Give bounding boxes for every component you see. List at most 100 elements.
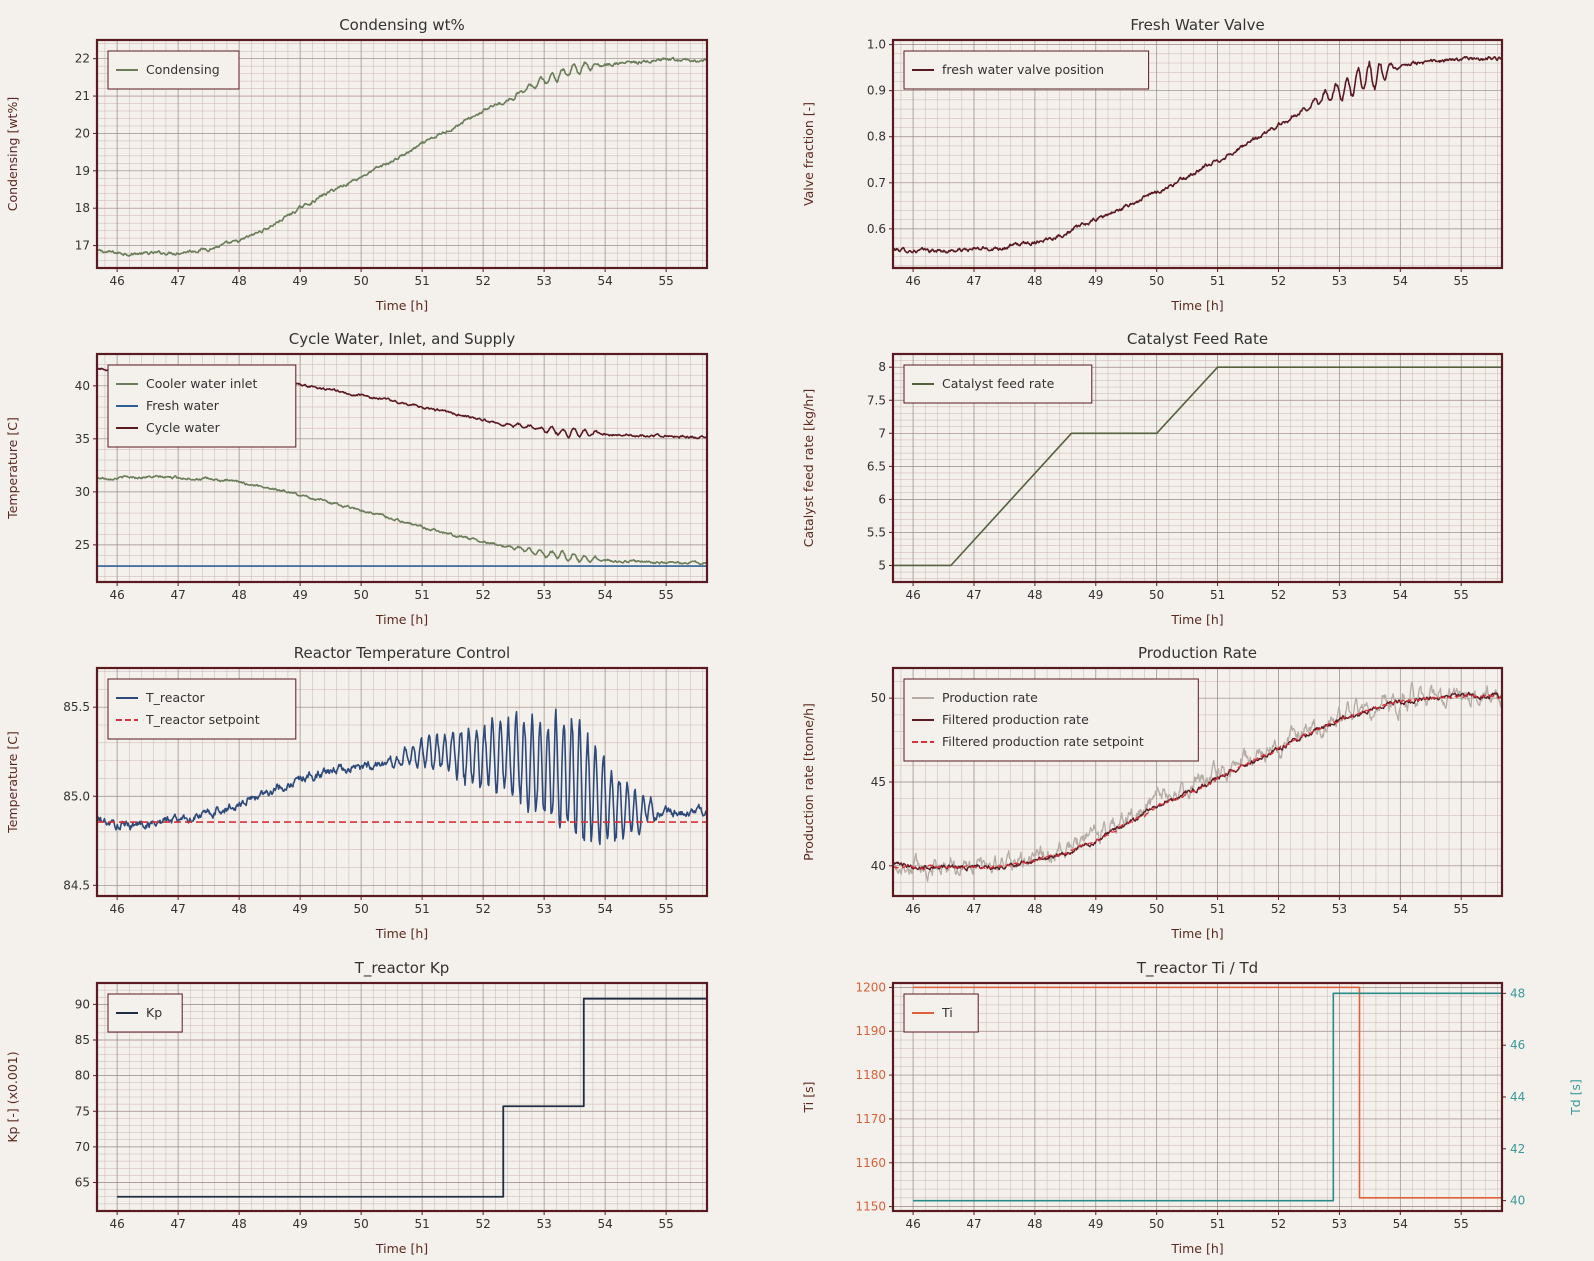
tick-label-y: 1190 — [855, 1024, 886, 1038]
tick-label-y: 22 — [75, 52, 90, 66]
tick-label-x: 53 — [1332, 1217, 1347, 1231]
chart-title: T_reactor Ti / Td — [1136, 959, 1258, 978]
chart-panel-1: 46 47 48 49 50 51 52 53 54 55 17 18 19 20 21 22 Condensi… — [5, 16, 709, 313]
tick-label-x: 51 — [1210, 1217, 1225, 1231]
tick-label-x: 48 — [1027, 588, 1042, 602]
tick-label-y: 70 — [75, 1140, 90, 1154]
tick-label-x: 52 — [1271, 588, 1286, 602]
series-group — [117, 997, 707, 1198]
tick-label-x: 49 — [292, 588, 307, 602]
legend-box — [903, 678, 1199, 762]
legend-label: Fresh water — [146, 398, 220, 413]
tick-label-x: 54 — [1393, 902, 1408, 916]
legend-box — [903, 364, 1093, 404]
tick-label-x: 54 — [1393, 588, 1408, 602]
tick-label-x: 48 — [231, 1217, 246, 1231]
chart-panel-4: 46 47 48 49 50 51 52 53 54 5555.566.577.58Catalys… — [801, 330, 1504, 627]
tick-label-x: 55 — [1454, 588, 1469, 602]
series-group — [97, 708, 707, 846]
series-group — [913, 986, 1502, 1202]
tick-label-x: 55 — [1454, 274, 1469, 288]
chart-panel-5: 46 47 48 49 50 51 52 53 54 55 84.5 85.0 85.5 T_reacto… — [5, 644, 709, 941]
tick-label-y: 0.8 — [867, 130, 886, 144]
tick-label-x: 51 — [414, 1217, 429, 1231]
tick-label-y: 21 — [75, 89, 90, 103]
x-axis-label: Time [h] — [1170, 926, 1223, 941]
tick-label-y: 1200 — [855, 980, 886, 994]
tick-label-y: 1.0 — [867, 38, 886, 52]
tick-label-x: 55 — [1454, 1217, 1469, 1231]
tick-label-x: 53 — [1332, 588, 1347, 602]
tick-label-x: 48 — [231, 902, 246, 916]
legend-box — [107, 364, 297, 448]
tick-label-x: 51 — [1210, 274, 1225, 288]
chart-panel-8: 46 47 48 49 50 51 52 53 54 55 1150 1160 1170 1180 1190… — [801, 959, 1583, 1256]
plot-frame — [95, 38, 709, 270]
tick-label-x: 50 — [1149, 902, 1164, 916]
tick-label-x: 52 — [1271, 902, 1286, 916]
tick-label-x: 48 — [1027, 902, 1042, 916]
tick-label-y: 40 — [871, 859, 886, 873]
legend-label: Filtered production rate setpoint — [942, 734, 1144, 749]
tick-label-x: 51 — [1210, 902, 1225, 916]
tick-label-x: 47 — [170, 902, 185, 916]
chart-panel-3: 46 47 48 49 50 51 52 53 54 55 25 30 35 40 Cooler water… — [5, 330, 709, 627]
tick-label-y: 8 — [878, 360, 886, 374]
tick-label-y2: 42 — [1510, 1142, 1525, 1156]
tick-label-x: 50 — [1149, 588, 1164, 602]
tick-label-y: 7.5 — [867, 393, 886, 407]
tick-label-x: 55 — [658, 588, 673, 602]
tick-label-x: 54 — [1393, 1217, 1408, 1231]
tick-label-x: 52 — [475, 902, 490, 916]
tick-label-y: 7 — [878, 426, 886, 440]
legend-label: Cycle water — [146, 420, 221, 435]
plot-frame — [891, 38, 1504, 270]
chart-panel-7: 46 47 48 49 50 51 52 53 54 55 65 70 75 80 85 90 Kp T_reac… — [5, 959, 709, 1256]
tick-label-x: 50 — [1149, 274, 1164, 288]
y-axis-label: Temperature [C] — [5, 417, 20, 520]
chart-title: Production Rate — [1138, 644, 1257, 662]
plot-area — [893, 983, 1502, 1211]
legend-label: Condensing — [146, 62, 220, 77]
tick-label-x: 52 — [1271, 1217, 1286, 1231]
tick-label-x: 49 — [292, 274, 307, 288]
tick-label-x: 51 — [1210, 588, 1225, 602]
tick-label-x: 49 — [1088, 274, 1103, 288]
chart-title: Condensing wt% — [339, 16, 465, 34]
legend: Catalyst feed rate — [903, 364, 1093, 404]
tick-label-y2: 48 — [1510, 986, 1525, 1000]
x-axis-label: Time [h] — [1170, 612, 1223, 627]
tick-label-x: 47 — [170, 274, 185, 288]
series-line-fresh-water-valve-position — [893, 55, 1502, 254]
tick-label-y: 18 — [75, 201, 90, 215]
series-line-cooler-water-inlet — [97, 474, 707, 566]
legend-label: T_reactor — [145, 690, 206, 705]
y-axis: 17 18 19 20 21 22 — [75, 52, 707, 253]
y-axis-label: Ti [s] — [801, 1082, 816, 1114]
tick-label-x: 46 — [905, 588, 920, 602]
tick-label-y: 25 — [75, 538, 90, 552]
x-axis-label: Time [h] — [1170, 298, 1223, 313]
legend: T_reactor T_reactor setpoint — [107, 678, 297, 740]
tick-label-x: 52 — [475, 274, 490, 288]
tick-label-x: 51 — [414, 274, 429, 288]
tick-label-x: 50 — [353, 274, 368, 288]
series-group — [893, 55, 1502, 254]
tick-label-y: 1180 — [855, 1068, 886, 1082]
tick-label-y: 90 — [75, 997, 90, 1011]
y-axis-label: Condensing [wt%] — [5, 97, 20, 211]
tick-label-x: 54 — [597, 902, 612, 916]
x-axis-label: Time [h] — [375, 612, 428, 627]
legend-label: fresh water valve position — [942, 62, 1104, 77]
tick-label-x: 53 — [536, 902, 551, 916]
tick-label-x: 54 — [1393, 274, 1408, 288]
tick-label-x: 47 — [966, 1217, 981, 1231]
tick-label-y2: 44 — [1510, 1090, 1525, 1104]
legend-box — [903, 50, 1150, 90]
chart-title: Catalyst Feed Rate — [1127, 330, 1268, 348]
y2-axis: 40 42 44 46 48 — [1502, 986, 1525, 1208]
legend-label: Filtered production rate — [942, 712, 1089, 727]
tick-label-x: 52 — [475, 1217, 490, 1231]
legend: Condensing — [107, 50, 240, 90]
